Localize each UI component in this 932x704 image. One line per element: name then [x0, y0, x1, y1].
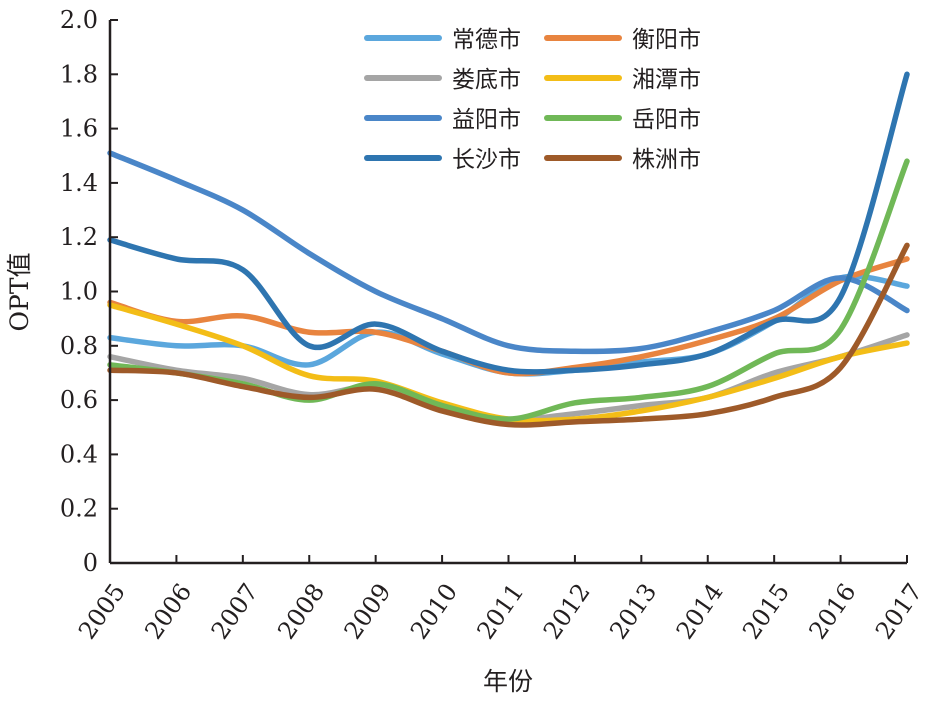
y-tick-label: 0.4: [60, 440, 98, 468]
x-tick-label: 2009: [339, 578, 397, 644]
y-tick-label: 1.4: [60, 169, 98, 197]
series-line-7: [107, 242, 910, 428]
x-tick-label: 2015: [737, 578, 795, 644]
x-tick-label: 2016: [804, 578, 862, 644]
legend-label: 益阳市: [452, 107, 521, 133]
legend-label: 衡阳市: [632, 27, 701, 53]
y-axis-label: OPT值: [5, 253, 34, 332]
series-line-5: [107, 158, 910, 422]
x-tick-label: 2006: [139, 578, 197, 644]
legend-label: 湘潭市: [632, 67, 701, 93]
x-tick-label: 2013: [604, 578, 662, 644]
x-tick-label: 2007: [206, 578, 264, 644]
axes: [108, 20, 907, 565]
series-line-1: [107, 256, 910, 377]
x-tick-label: 2010: [405, 578, 463, 644]
y-tick-label: 0.6: [60, 386, 98, 414]
x-tick-label: 2008: [272, 578, 330, 644]
legend-label: 岳阳市: [632, 107, 701, 133]
series-layer: [107, 71, 910, 428]
legend-label: 娄底市: [452, 67, 521, 93]
legend-label: 株洲市: [632, 147, 701, 173]
y-tick-label: 0.8: [60, 332, 98, 360]
y-tick-label: 1.2: [60, 223, 98, 251]
y-tick-label: 1.6: [60, 115, 98, 143]
series-line-6: [107, 71, 910, 375]
x-tick-label: 2012: [538, 578, 596, 644]
y-tick-label: 0: [83, 549, 98, 577]
x-tick-label: 2017: [870, 578, 928, 644]
y-tick-label: 1.0: [60, 278, 98, 306]
x-tick-label: 2011: [471, 578, 529, 644]
series-line-4: [107, 150, 910, 355]
y-tick-label: 2.0: [60, 6, 98, 34]
x-tick-label: 2014: [671, 578, 729, 644]
y-tick-label: 1.8: [60, 60, 98, 88]
series-line-3: [107, 302, 910, 424]
x-tick-label: 2005: [73, 578, 131, 644]
x-axis-label: 年份: [483, 667, 533, 696]
series-line-0: [107, 273, 910, 377]
legend-label: 常德市: [452, 27, 521, 53]
y-tick-label: 0.2: [60, 495, 98, 523]
legend-label: 长沙市: [452, 147, 521, 173]
